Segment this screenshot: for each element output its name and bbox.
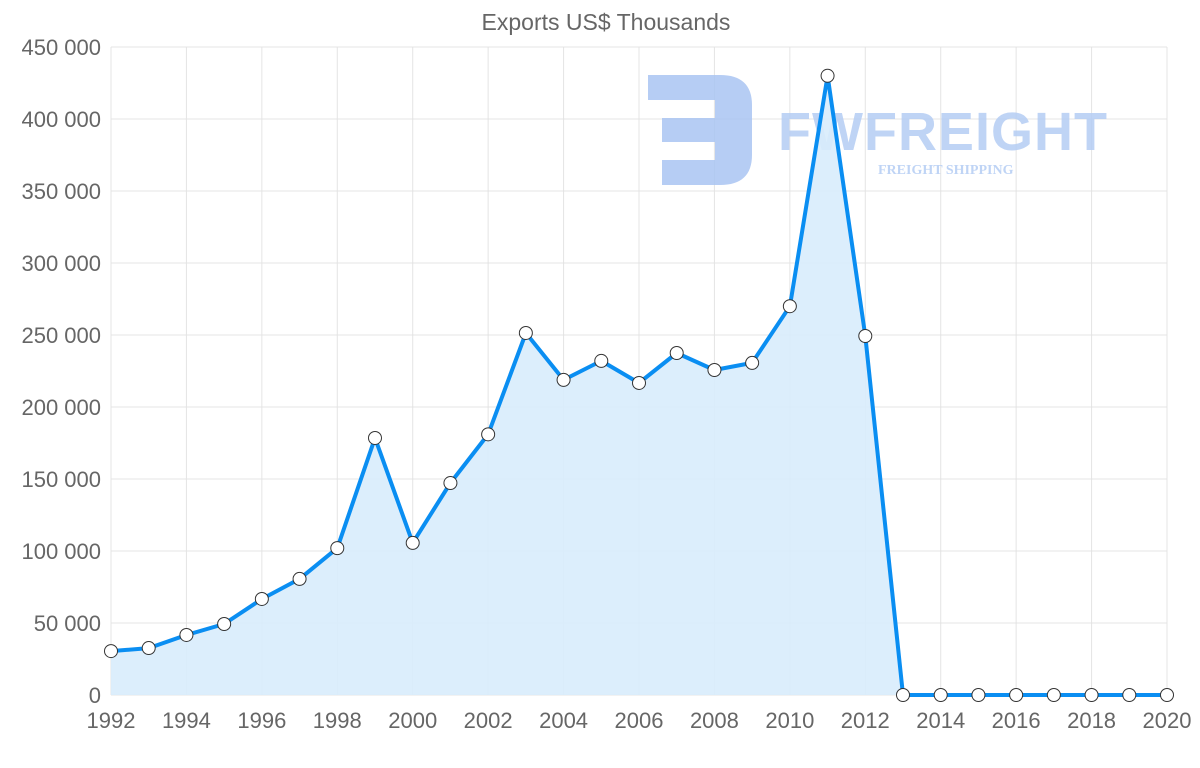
data-point — [292, 571, 307, 586]
data-point — [745, 355, 760, 370]
data-point — [594, 353, 609, 368]
x-tick-label: 1994 — [162, 708, 211, 733]
y-tick-label: 200 000 — [21, 395, 101, 420]
data-point — [405, 535, 420, 550]
x-tick-label: 2020 — [1143, 708, 1192, 733]
y-tick-label: 0 — [89, 683, 101, 708]
x-tick-label: 1996 — [237, 708, 286, 733]
data-point — [933, 688, 948, 702]
x-axis: 1992 1994 1996 1998 2000 2002 2004 2006 2008 2010… — [87, 708, 1192, 733]
data-point — [820, 68, 835, 83]
x-tick-label: 2014 — [916, 708, 965, 733]
data-point — [330, 541, 345, 556]
y-tick-label: 400 000 — [21, 107, 101, 132]
data-point — [481, 427, 496, 442]
x-tick-label: 1992 — [87, 708, 136, 733]
data-point — [141, 641, 156, 656]
data-point — [368, 430, 382, 445]
data-point — [1009, 688, 1024, 702]
y-tick-label: 150 000 — [21, 467, 101, 492]
data-point — [518, 325, 533, 340]
data-point — [971, 688, 986, 702]
data-point — [858, 329, 873, 344]
y-tick-label: 250 000 — [21, 323, 101, 348]
data-point — [1122, 688, 1137, 702]
data-point — [104, 644, 118, 659]
y-axis: 0 50 000 100 000 150 000 200 000 250 000 300 0… — [21, 35, 101, 708]
y-tick-label: 350 000 — [21, 179, 101, 204]
data-point — [556, 372, 571, 387]
series-points — [104, 68, 1174, 702]
data-point — [217, 617, 232, 632]
y-tick-label: 300 000 — [21, 251, 101, 276]
data-point — [669, 346, 684, 360]
x-tick-label: 2000 — [388, 708, 437, 733]
data-point — [632, 375, 646, 390]
x-tick-label: 2004 — [539, 708, 588, 733]
x-tick-label: 2010 — [765, 708, 814, 733]
data-point — [707, 362, 722, 377]
x-tick-label: 2012 — [841, 708, 890, 733]
data-point — [179, 627, 194, 642]
data-point — [1160, 688, 1174, 702]
data-point — [1084, 688, 1099, 702]
x-tick-label: 2008 — [690, 708, 739, 733]
watermark-logo: FWFREIGHT FREIGHT SHIPPING — [648, 75, 1107, 185]
x-tick-label: 2018 — [1067, 708, 1116, 733]
data-point — [896, 688, 910, 702]
logo-mark-icon — [648, 75, 752, 185]
y-tick-label: 50 000 — [34, 611, 101, 636]
svg-text:FREIGHT SHIPPING: FREIGHT SHIPPING — [878, 163, 1014, 178]
y-tick-label: 100 000 — [21, 539, 101, 564]
x-tick-label: 1998 — [313, 708, 362, 733]
data-point — [1046, 688, 1061, 702]
x-tick-label: 2002 — [464, 708, 513, 733]
data-point — [782, 299, 797, 314]
x-tick-label: 2016 — [992, 708, 1041, 733]
chart-title: Exports US$ Thousands — [482, 9, 731, 35]
y-tick-label: 450 000 — [21, 35, 101, 60]
data-point — [443, 476, 458, 491]
data-point — [254, 591, 269, 606]
x-tick-label: 2006 — [615, 708, 664, 733]
